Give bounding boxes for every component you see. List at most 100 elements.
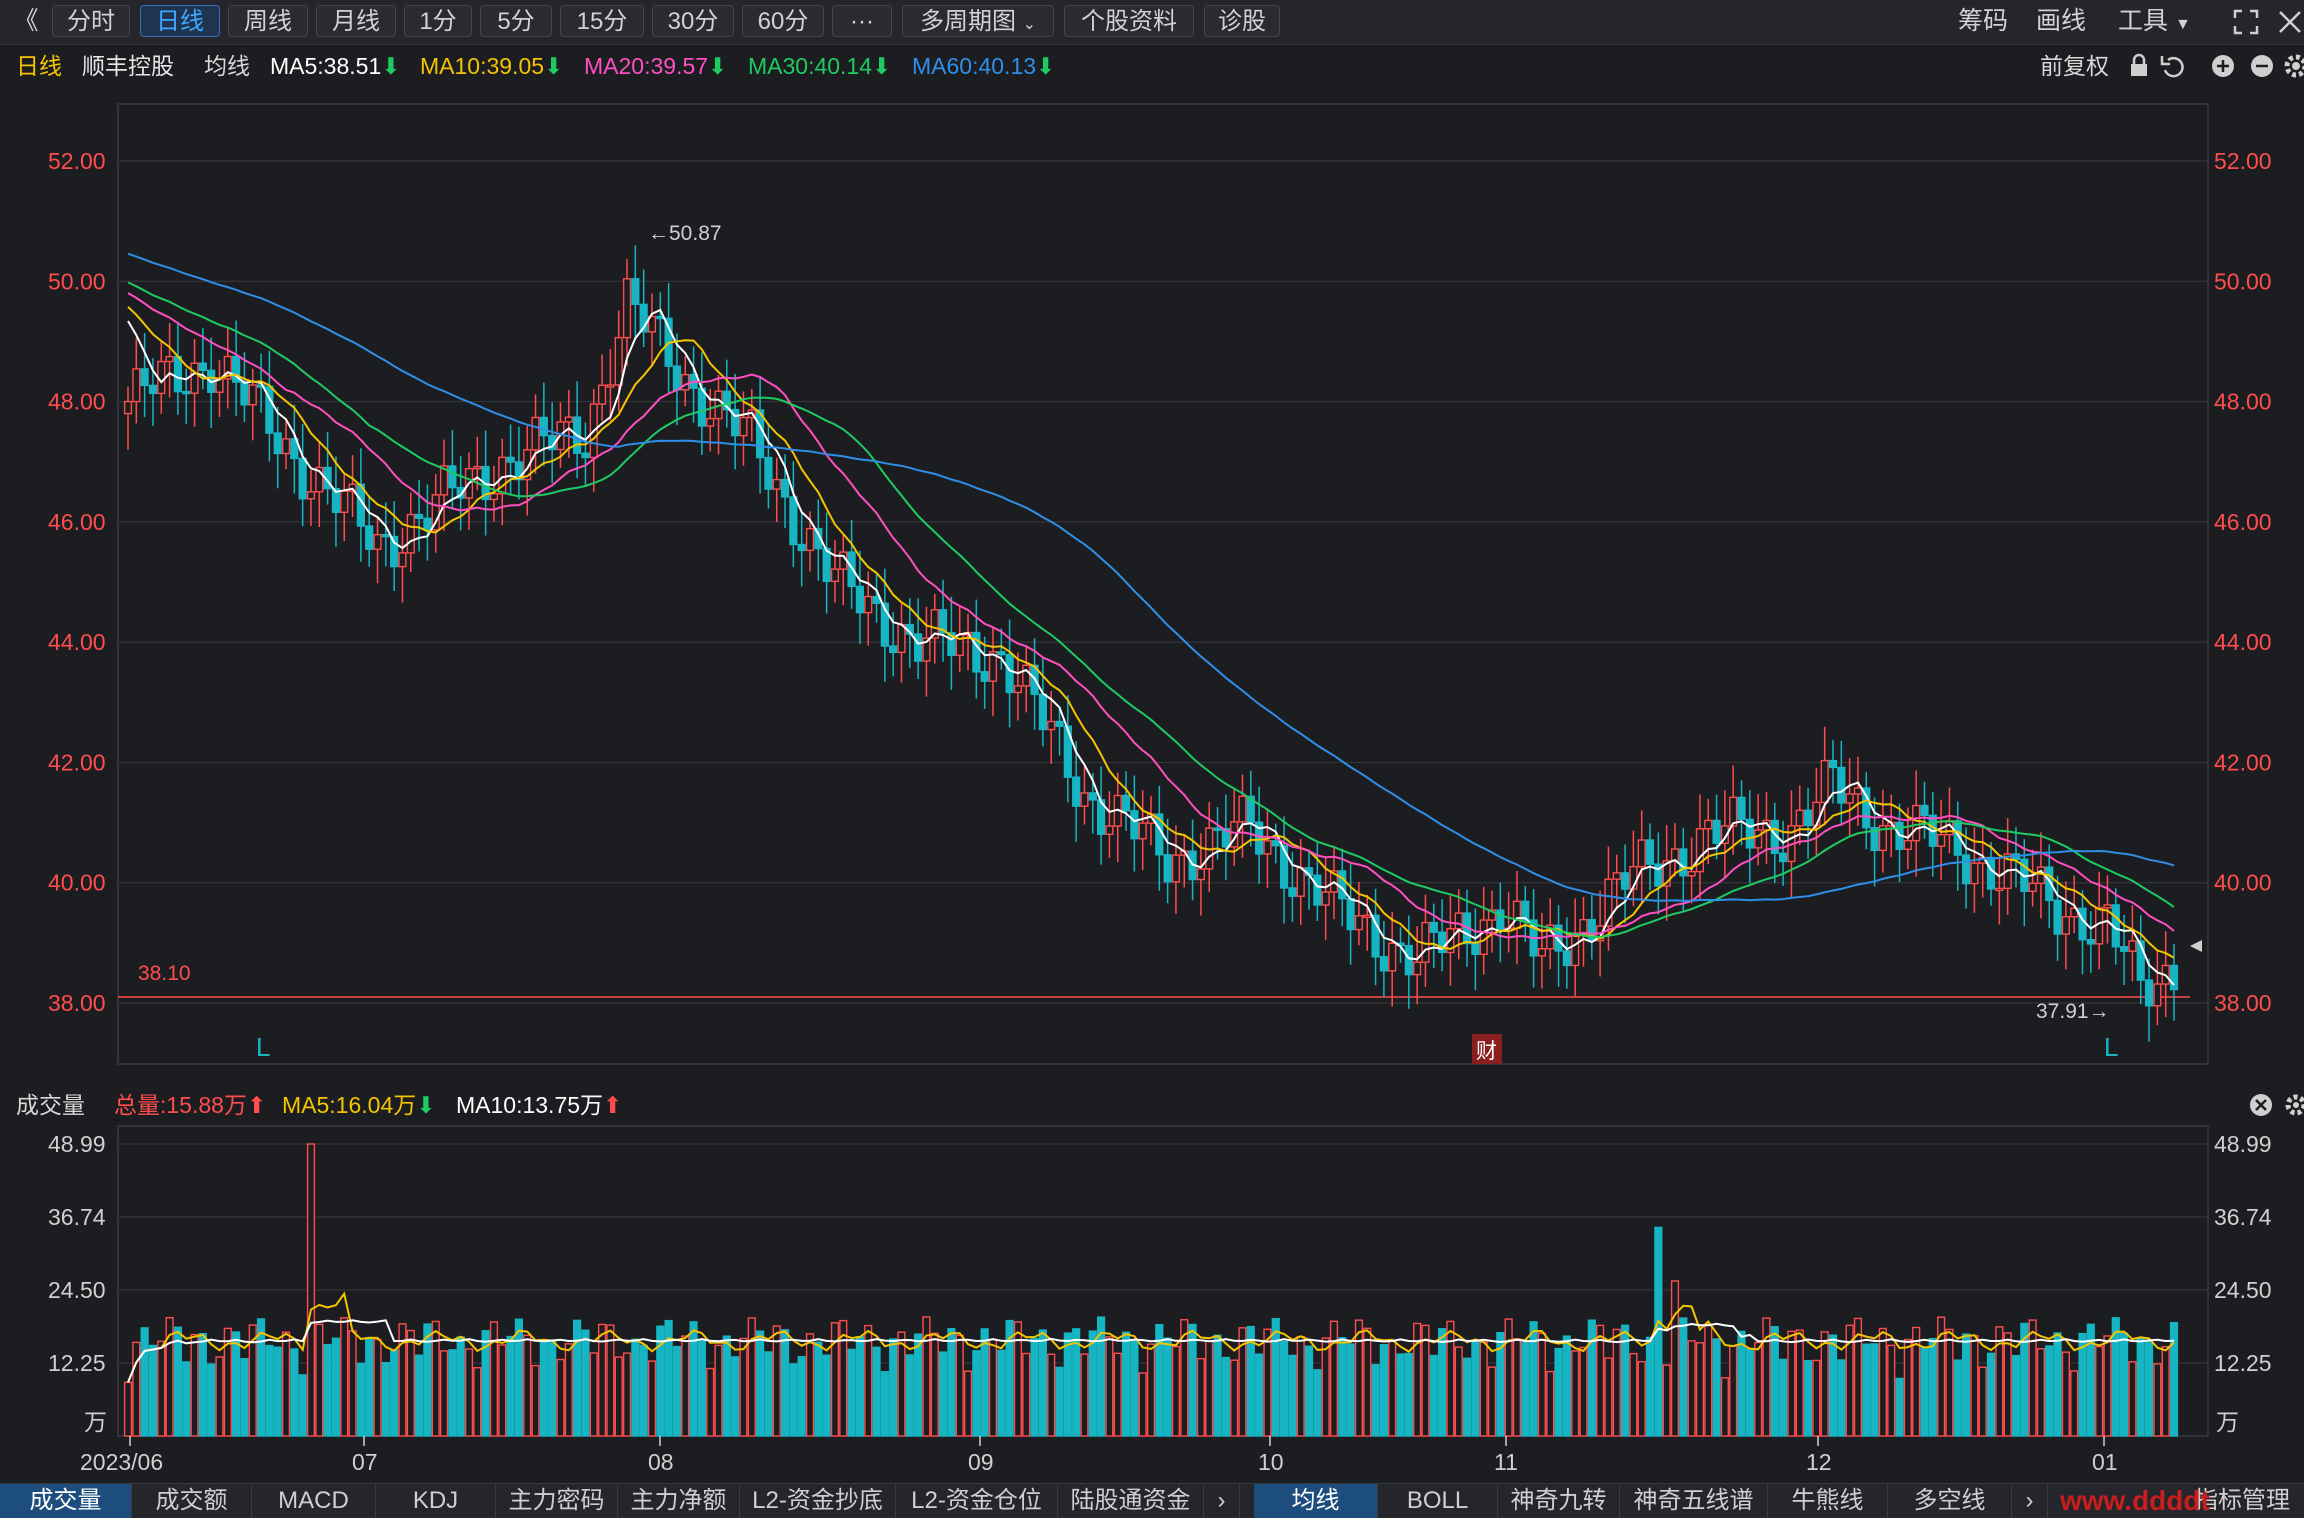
zoom-out-icon[interactable] (2251, 55, 2273, 77)
candle-body (1853, 787, 1863, 795)
tab-bull-bear[interactable]: 牛熊线 (1768, 1484, 1888, 1518)
stock-profile-button[interactable]: 个股资料 (1064, 5, 1194, 37)
candle-body (606, 384, 615, 388)
tab-main-force-net[interactable]: 主力净额 (618, 1484, 740, 1518)
fullscreen-icon[interactable] (2232, 8, 2260, 36)
volume-bar (1063, 1332, 1072, 1437)
tabs-next-icon[interactable]: › (1204, 1484, 1240, 1518)
l-marker[interactable]: L (2104, 1032, 2118, 1062)
volume-title[interactable]: 成交量 (16, 1092, 85, 1118)
chip-distribution-button[interactable]: 筹码 (1958, 7, 2009, 35)
stock-name[interactable]: 顺丰控股 (82, 53, 174, 79)
l-marker[interactable]: L (256, 1032, 270, 1062)
tabs-next-icon[interactable]: › (2012, 1484, 2048, 1518)
volume-bar (1413, 1322, 1422, 1437)
volume-bar (1155, 1323, 1164, 1437)
candle-body (1072, 776, 1081, 807)
settings-gear-icon[interactable] (2285, 1094, 2304, 1116)
candle-body (1038, 693, 1047, 731)
volume-bar (1188, 1323, 1197, 1437)
collapse-button[interactable]: 《 (13, 7, 39, 35)
volume-bar (406, 1329, 415, 1437)
adjust-mode-button[interactable]: 前复权 (2040, 53, 2109, 79)
candle-body (1213, 827, 1222, 831)
diagnose-button[interactable]: 诊股 (1204, 5, 1280, 37)
candle-body (647, 315, 657, 333)
candle-body (1870, 826, 1879, 852)
candle-body (315, 466, 324, 493)
candle-body (1970, 862, 1979, 885)
price-tick-left: 46.00 (48, 509, 106, 535)
volume-bar (157, 1340, 166, 1437)
tab-northbound[interactable]: 陆股通资金 (1058, 1484, 1204, 1518)
period-tab-30min[interactable]: 30分 (652, 5, 734, 37)
volume-total: 总量:15.88万⬆ (114, 1092, 267, 1118)
tools-dropdown[interactable]: 工具 ▼ (2118, 5, 2191, 37)
tab-kdj[interactable]: KDJ (376, 1484, 496, 1518)
period-tab-weekly[interactable]: 周线 (228, 5, 308, 37)
volume-bar (2045, 1345, 2054, 1437)
tab-turnover[interactable]: 成交额 (132, 1484, 252, 1518)
multi-period-dropdown[interactable]: 多周期图 ⌄ (902, 5, 1054, 37)
financial-report-badge[interactable] (1472, 1034, 1502, 1064)
tab-macd[interactable]: MACD (252, 1484, 376, 1518)
volume-bar (439, 1350, 449, 1437)
kline-chart[interactable]: 52.00 50.00 48.00 46.00 44.00 42.00 40.00 38.00… (0, 88, 2304, 1483)
volume-bar (1521, 1342, 1530, 1437)
volume-bar (1670, 1280, 1680, 1437)
period-tab-1min[interactable]: 1分 (404, 5, 472, 37)
candle-body (1562, 950, 1571, 967)
volume-bar (2153, 1363, 2162, 1437)
period-tab-monthly[interactable]: 月线 (316, 5, 396, 37)
volume-bar (223, 1327, 232, 1437)
candle-body (614, 336, 623, 386)
volume-bar (539, 1341, 548, 1437)
volume-bar (697, 1340, 706, 1437)
lock-icon[interactable] (2131, 53, 2147, 76)
volume-bar (1912, 1326, 1921, 1437)
ma-label[interactable]: 均线 (204, 53, 250, 79)
price-pane (117, 103, 2209, 1065)
volume-bar (1163, 1337, 1172, 1437)
period-tab-15min[interactable]: 15分 (560, 5, 644, 37)
draw-line-button[interactable]: 画线 (2036, 7, 2087, 35)
candle-body (390, 535, 399, 568)
tab-long-short[interactable]: 多空线 (1888, 1484, 2012, 1518)
volume-bar (1512, 1337, 1522, 1437)
undo-icon[interactable] (2160, 56, 2184, 78)
volume-ma-lines (127, 1291, 2175, 1383)
volume-unit-right: 万 (2216, 1409, 2239, 1435)
volume-bar (356, 1362, 365, 1437)
period-tab-5min[interactable]: 5分 (480, 5, 552, 37)
volume-bar (1695, 1342, 1705, 1437)
zoom-in-icon[interactable] (2212, 55, 2234, 77)
financial-report-label: 财 (1476, 1040, 1497, 1063)
close-pane-icon[interactable] (2250, 1094, 2272, 1116)
candle-body (1279, 845, 1289, 889)
more-button[interactable]: ··· (832, 5, 892, 37)
tab-main-force-code[interactable]: 主力密码 (496, 1484, 618, 1518)
volume-bar (1937, 1316, 1946, 1437)
settings-gear-icon[interactable] (2284, 54, 2304, 78)
candle-body (448, 465, 457, 489)
candle-body (2128, 940, 2137, 952)
tab-boll[interactable]: BOLL (1378, 1484, 1498, 1518)
period-tab-60min[interactable]: 60分 (742, 5, 824, 37)
close-x-icon[interactable] (2276, 8, 2304, 36)
volume-bar (622, 1352, 632, 1437)
volume-bar (1737, 1330, 1746, 1437)
indicator-management-button[interactable]: 指标管理 (2194, 1487, 2290, 1514)
tab-l2-bottom-fishing[interactable]: L2-资金抄底 (740, 1484, 896, 1518)
tab-volume[interactable]: 成交量 (0, 1484, 132, 1518)
candle-body (1138, 822, 1147, 840)
ma20-line (127, 292, 2175, 940)
period-tab-intraday[interactable]: 分时 (52, 5, 130, 37)
period-tab-daily[interactable]: 日线 (140, 5, 220, 37)
candle-body (1063, 725, 1072, 778)
tab-l2-position[interactable]: L2-资金仓位 (896, 1484, 1058, 1518)
tab-td9[interactable]: 神奇九转 (1498, 1484, 1620, 1518)
candle-body (722, 390, 731, 411)
tab-ma[interactable]: 均线 (1254, 1484, 1378, 1518)
candle-body (281, 438, 291, 455)
tab-magic-five[interactable]: 神奇五线谱 (1620, 1484, 1768, 1518)
